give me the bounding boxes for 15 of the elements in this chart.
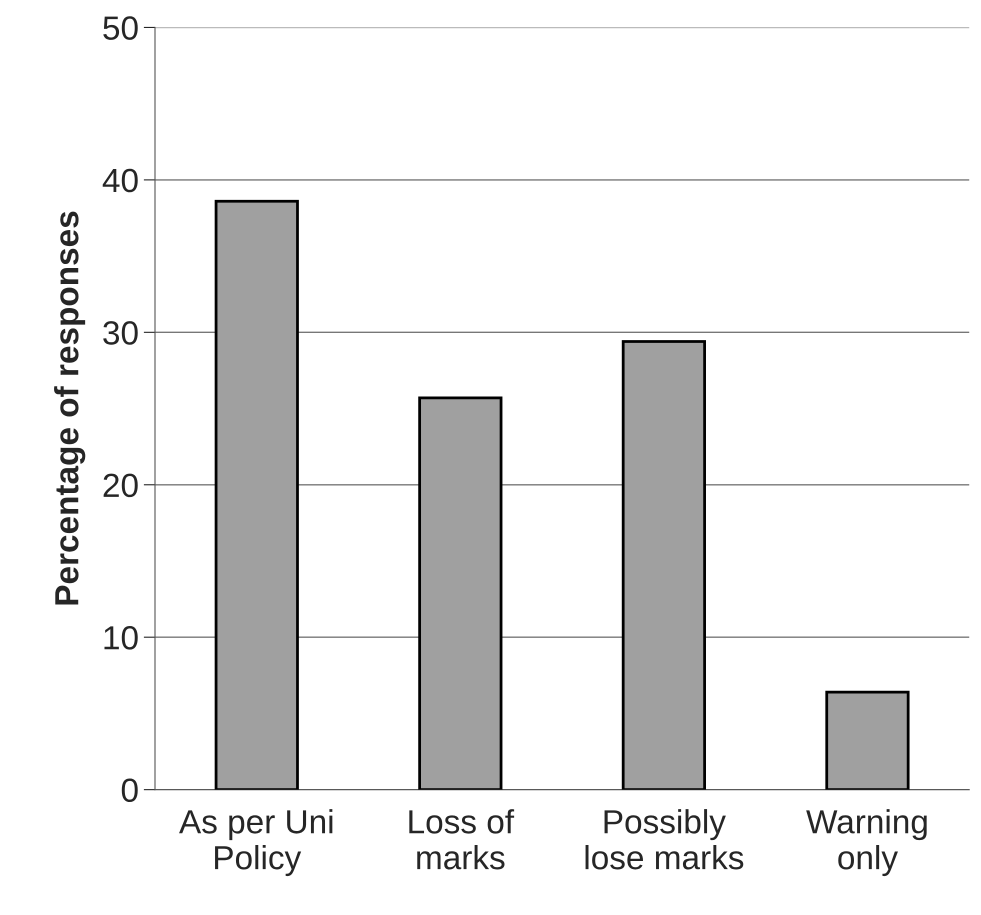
bar xyxy=(418,396,502,790)
x-tick-label: Warning only xyxy=(806,809,927,876)
y-tick-label: 10 xyxy=(104,626,138,650)
y-axis-title: Percentage of responses xyxy=(54,212,86,605)
x-tick-label: As per Uni Policy xyxy=(179,809,332,876)
bar xyxy=(622,340,706,790)
y-tick-label: 0 xyxy=(122,778,138,802)
y-tick-label: 20 xyxy=(104,474,138,498)
y-tick-label: 50 xyxy=(103,16,138,40)
x-tick-label: Possibly lose marks xyxy=(586,809,744,870)
bar xyxy=(825,690,910,790)
y-tick-label: 30 xyxy=(103,321,138,345)
bar xyxy=(214,200,299,790)
y-tick-label: 40 xyxy=(102,168,138,192)
x-tick-label: Loss of marks xyxy=(409,809,514,870)
